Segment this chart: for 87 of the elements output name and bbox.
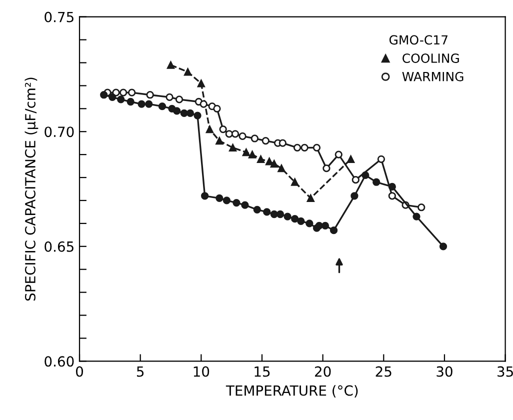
point [128,88,136,96]
point [250,134,259,142]
point [322,164,330,172]
x-tick-label: 10 [194,366,210,377]
point [216,194,224,202]
point [175,96,184,104]
x-tick-label: 25 [376,366,392,377]
point [232,198,240,207]
legend-label: WARMING [402,72,464,82]
point [315,222,323,230]
point [145,100,153,108]
point [388,192,396,200]
point [278,164,286,172]
point [166,61,175,69]
point [439,242,448,250]
point [276,210,284,218]
legend-title: GMO-C17 [389,35,448,45]
point [334,150,342,158]
point [119,88,128,96]
point [173,107,181,115]
point [291,178,299,186]
point [242,148,250,156]
point [362,171,370,180]
point [293,144,302,152]
x-tick-label: 0 [76,366,84,377]
point [126,98,134,106]
point [312,144,321,152]
point [412,212,420,220]
point [194,112,202,120]
point [231,130,240,138]
point [418,204,426,212]
point [262,136,270,145]
point [321,222,330,230]
point [270,160,278,168]
point [197,80,205,88]
point [297,217,305,225]
x-axis-title: TEMPERATURE (°C) [226,385,358,398]
point [146,91,154,99]
point [350,192,358,200]
point [158,102,166,110]
point [222,196,231,204]
point [201,192,209,200]
point [270,210,278,218]
point [225,130,233,138]
point [263,208,271,216]
point [166,93,174,101]
point [346,155,355,163]
x-tick-label: 20 [315,366,331,377]
y-tick-label: 0.65 [44,241,74,252]
point [352,176,360,184]
point [256,155,265,163]
point [200,100,208,108]
point [377,155,386,163]
y-tick-label: 0.75 [44,12,74,22]
point [238,132,246,140]
y-axis-title: SPECIFIC CAPACITANCE (μF/cm²) [24,78,38,301]
point [388,182,396,191]
x-tick-label: 5 [136,366,144,377]
legend-label: COOLING [402,54,459,63]
x-tick-label: 30 [436,366,452,377]
point [291,215,299,223]
point [253,206,261,214]
point [284,212,292,220]
point [372,178,380,186]
point [306,194,314,202]
point [300,144,308,152]
point [241,201,249,209]
point [184,68,192,76]
point [216,136,224,145]
point [100,91,108,99]
point [180,109,188,118]
point [278,139,286,147]
y-tick-label: 0.70 [44,126,74,138]
point [248,150,256,158]
y-tick-label: 0.60 [44,356,74,367]
point [228,144,237,152]
point [330,226,338,234]
point [219,125,227,134]
x-tick-label: 35 [498,366,513,377]
point [206,125,214,134]
x-tick-label: 15 [254,366,270,377]
point [117,96,125,104]
point [108,93,116,101]
point [306,220,314,228]
point [213,104,221,112]
point [186,109,194,118]
point [138,100,146,108]
